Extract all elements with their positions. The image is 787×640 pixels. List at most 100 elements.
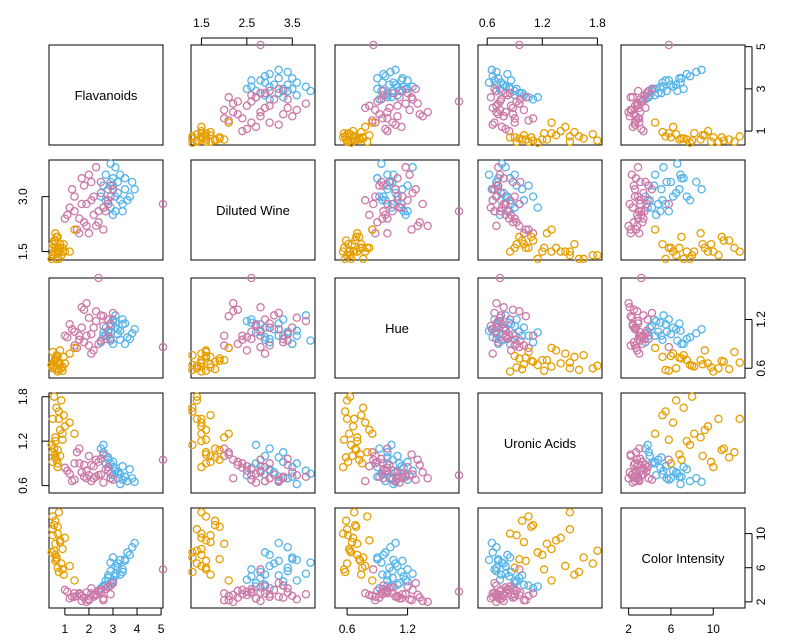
scatter-point: [393, 101, 402, 111]
scatter-point: [698, 359, 707, 369]
scatter-point: [565, 508, 575, 517]
scatter-point: [108, 181, 118, 190]
panel-frame: [334, 44, 460, 146]
scatter-point: [89, 210, 98, 220]
scatter-point: [673, 159, 682, 168]
scatter-point: [120, 554, 130, 564]
scatter-point: [354, 455, 364, 464]
scatter-point: [379, 473, 388, 483]
scatter-point: [389, 78, 398, 87]
scatter-point: [356, 410, 366, 420]
scatter-point: [158, 565, 168, 574]
scatter-point: [84, 170, 94, 179]
scatter-point: [247, 273, 256, 283]
tick-label: 2: [754, 598, 768, 605]
scatter-point: [75, 331, 84, 340]
scatter-point: [697, 185, 706, 194]
scatter-point: [626, 450, 635, 459]
scatter-point: [521, 595, 531, 605]
scatter-point: [505, 133, 515, 142]
scatter-point: [692, 177, 701, 187]
scatter-point: [233, 339, 243, 349]
scatter-point: [657, 185, 666, 194]
scatter-point: [91, 589, 101, 599]
scatter-point: [238, 585, 247, 595]
scatter-point: [274, 120, 283, 129]
scatter-point: [355, 450, 365, 459]
scatter-point: [515, 199, 524, 209]
scatter-point: [486, 93, 496, 102]
scatter-point: [524, 116, 533, 125]
scatter-point: [488, 324, 497, 334]
scatter-point: [247, 118, 256, 127]
scatter-point: [393, 468, 402, 477]
scatter-point: [292, 576, 302, 585]
scatter-point: [706, 363, 716, 372]
scatter-point: [679, 254, 688, 264]
scatter-point: [539, 243, 549, 253]
scatter-point: [269, 95, 279, 104]
scatter-point: [188, 138, 197, 147]
scatter-point: [192, 136, 202, 145]
scatter-point: [650, 343, 660, 353]
scatter-point: [407, 595, 416, 605]
scatter-point: [493, 554, 503, 564]
scatter-point: [283, 460, 292, 470]
scatter-point: [488, 120, 497, 129]
scatter-point: [355, 243, 365, 253]
scatter-point: [551, 131, 561, 140]
scatter-point: [228, 473, 238, 483]
scatter-point: [399, 572, 408, 581]
scatter-point: [87, 329, 96, 339]
scatter-point: [650, 170, 660, 179]
scatter-point: [624, 473, 633, 483]
scatter-point: [643, 440, 652, 450]
scatter-point: [696, 229, 705, 238]
scatter-point: [339, 128, 349, 138]
scatter-point: [89, 462, 98, 471]
scatter-point: [528, 583, 538, 593]
scatter-point: [283, 473, 292, 483]
scatter-point: [644, 181, 653, 190]
scatter-point: [360, 103, 370, 113]
scatter-point: [508, 103, 518, 113]
scatter-point: [368, 225, 377, 234]
scatter-point: [75, 335, 84, 345]
tick-label: 0.6: [16, 477, 30, 494]
scatter-point: [637, 207, 646, 216]
scatter-point: [403, 76, 412, 85]
scatter-point: [365, 590, 374, 600]
scatter-point: [547, 362, 556, 371]
scatter-point: [658, 239, 667, 249]
scatter-point: [719, 444, 729, 453]
scatter-point: [301, 311, 311, 320]
scatter-point: [539, 366, 549, 375]
scatter-point: [118, 315, 127, 324]
scatter-point: [201, 556, 211, 566]
scatter-point: [292, 90, 302, 100]
scatter-point: [344, 429, 354, 438]
scatter-point: [115, 170, 125, 179]
scatter-point: [51, 453, 60, 462]
scatter-point: [521, 225, 531, 234]
scatter-point: [228, 455, 238, 464]
scatter-point: [269, 311, 279, 320]
scatter-point: [106, 334, 115, 344]
scatter-point: [210, 453, 220, 462]
scatter-point: [99, 440, 108, 450]
scatter-point: [58, 565, 67, 574]
scatter-point: [724, 135, 734, 144]
panel-frame: [334, 392, 460, 494]
scatter-point: [647, 308, 657, 318]
scatter-point: [91, 163, 101, 172]
scatter-point: [588, 129, 598, 139]
scatter-point: [393, 112, 402, 121]
scatter-point: [497, 122, 507, 132]
scatter-point: [415, 109, 424, 119]
scatter-point: [96, 188, 106, 198]
scatter-point: [389, 88, 398, 98]
scatter-point: [375, 472, 384, 481]
scatter-point: [201, 353, 211, 362]
scatter-point: [677, 455, 686, 464]
scatter-point: [588, 363, 598, 373]
